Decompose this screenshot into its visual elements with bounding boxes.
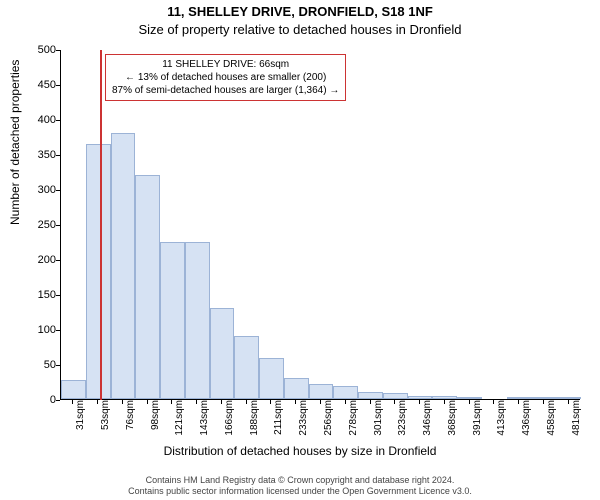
x-tick-label: 233sqm — [298, 400, 309, 440]
histogram-bar — [408, 396, 433, 400]
histogram-bar — [284, 378, 309, 399]
histogram-bar — [531, 397, 556, 399]
x-tick-label: 188sqm — [249, 400, 260, 440]
y-tick-mark — [56, 365, 60, 366]
histogram-bar — [259, 358, 284, 399]
histogram-bar — [111, 133, 136, 399]
histogram-bar — [135, 175, 160, 399]
page-subtitle: Size of property relative to detached ho… — [0, 22, 600, 37]
x-tick-mark — [493, 400, 494, 404]
x-tick-label: 256sqm — [323, 400, 334, 440]
y-tick-label: 450 — [16, 80, 56, 91]
footer-line1: Contains HM Land Registry data © Crown c… — [0, 475, 600, 486]
chart-plot-area — [60, 50, 580, 400]
x-tick-label: 391sqm — [472, 400, 483, 440]
x-tick-mark — [196, 400, 197, 404]
x-tick-mark — [543, 400, 544, 404]
y-tick-label: 200 — [16, 255, 56, 266]
x-tick-mark — [444, 400, 445, 404]
y-tick-label: 50 — [16, 360, 56, 371]
y-tick-mark — [56, 330, 60, 331]
histogram-bar — [86, 144, 111, 400]
x-tick-mark — [345, 400, 346, 404]
x-tick-mark — [270, 400, 271, 404]
info-box-line: 11 SHELLEY DRIVE: 66sqm — [112, 58, 339, 71]
histogram-bar — [61, 380, 86, 399]
histogram-bar — [333, 386, 358, 399]
histogram-bar — [358, 392, 383, 399]
y-tick-mark — [56, 155, 60, 156]
x-tick-label: 368sqm — [447, 400, 458, 440]
x-tick-mark — [295, 400, 296, 404]
property-indicator-line — [100, 50, 102, 400]
y-tick-mark — [56, 120, 60, 121]
histogram-bar — [432, 396, 457, 399]
y-tick-label: 400 — [16, 115, 56, 126]
x-tick-label: 413sqm — [496, 400, 507, 440]
histogram-bar — [185, 242, 210, 400]
y-tick-mark — [56, 400, 60, 401]
x-tick-label: 458sqm — [546, 400, 557, 440]
histogram-bar — [556, 397, 581, 399]
footer-attribution: Contains HM Land Registry data © Crown c… — [0, 475, 600, 497]
y-tick-label: 300 — [16, 185, 56, 196]
x-tick-label: 143sqm — [199, 400, 210, 440]
x-tick-label: 436sqm — [521, 400, 532, 440]
x-tick-label: 211sqm — [273, 400, 284, 440]
x-tick-mark — [419, 400, 420, 404]
x-tick-label: 53sqm — [100, 400, 111, 440]
y-tick-mark — [56, 50, 60, 51]
histogram-bar — [457, 397, 482, 399]
x-tick-mark — [320, 400, 321, 404]
x-tick-mark — [147, 400, 148, 404]
info-box-line: ← 13% of detached houses are smaller (20… — [112, 71, 339, 84]
x-tick-label: 166sqm — [224, 400, 235, 440]
x-tick-label: 278sqm — [348, 400, 359, 440]
x-tick-mark — [97, 400, 98, 404]
x-tick-mark — [370, 400, 371, 404]
y-tick-label: 500 — [16, 45, 56, 56]
x-tick-mark — [246, 400, 247, 404]
histogram-bar — [234, 336, 259, 399]
histogram-bar — [383, 393, 408, 399]
x-tick-label: 31sqm — [75, 400, 86, 440]
y-tick-label: 350 — [16, 150, 56, 161]
y-tick-label: 250 — [16, 220, 56, 231]
y-tick-label: 100 — [16, 325, 56, 336]
x-tick-label: 481sqm — [571, 400, 582, 440]
histogram-bar — [507, 397, 532, 399]
y-tick-mark — [56, 85, 60, 86]
property-info-box: 11 SHELLEY DRIVE: 66sqm← 13% of detached… — [105, 54, 346, 101]
x-tick-mark — [469, 400, 470, 404]
x-tick-mark — [122, 400, 123, 404]
x-tick-mark — [518, 400, 519, 404]
histogram-bar — [210, 308, 235, 399]
page-title: 11, SHELLEY DRIVE, DRONFIELD, S18 1NF — [0, 4, 600, 19]
y-tick-mark — [56, 260, 60, 261]
x-tick-mark — [394, 400, 395, 404]
x-axis-label: Distribution of detached houses by size … — [0, 444, 600, 458]
x-tick-label: 98sqm — [150, 400, 161, 440]
y-tick-mark — [56, 190, 60, 191]
info-box-line: 87% of semi-detached houses are larger (… — [112, 84, 339, 97]
x-tick-label: 76sqm — [125, 400, 136, 440]
x-tick-mark — [72, 400, 73, 404]
histogram-bar — [309, 384, 334, 399]
footer-line2: Contains public sector information licen… — [0, 486, 600, 497]
y-tick-mark — [56, 225, 60, 226]
y-tick-mark — [56, 295, 60, 296]
x-tick-label: 323sqm — [397, 400, 408, 440]
x-tick-label: 121sqm — [174, 400, 185, 440]
x-tick-mark — [568, 400, 569, 404]
x-tick-label: 301sqm — [373, 400, 384, 440]
histogram-bar — [160, 242, 185, 400]
x-tick-label: 346sqm — [422, 400, 433, 440]
y-tick-label: 0 — [16, 395, 56, 406]
x-tick-mark — [221, 400, 222, 404]
x-tick-mark — [171, 400, 172, 404]
y-tick-label: 150 — [16, 290, 56, 301]
